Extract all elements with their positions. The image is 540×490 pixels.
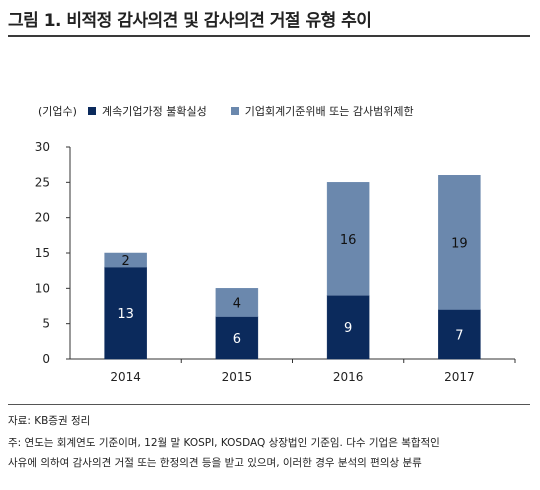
legend-swatch-series-2 xyxy=(230,107,239,115)
bar-segment xyxy=(326,295,370,360)
x-tick-label: 2017 xyxy=(444,370,475,384)
bar-data-label: 13 xyxy=(117,307,134,322)
stacked-bar-chart: 0 5 10 15 20 25 30 13 2 2014 6 4 2015 9 16 2016 7 19 2017 xyxy=(35,140,516,384)
bar-segment xyxy=(104,252,147,268)
x-tick-label: 2015 xyxy=(222,370,253,384)
bar-segment xyxy=(215,288,259,317)
bar-segment xyxy=(438,175,481,310)
footnote-line-1: 주: 연도는 회계연도 기준이며, 12월 말 KOSPI, KOSDAQ 상장… xyxy=(8,437,440,449)
footnote: 주: 연도는 회계연도 기준이며, 12월 말 KOSPI, KOSDAQ 상장… xyxy=(8,433,532,473)
y-axis-unit-label: (기업수) xyxy=(38,105,77,118)
figure-title: 그림 1. 비적정 감사의견 및 감사의견 거절 유형 추이 xyxy=(8,11,372,31)
y-tick-label: 25 xyxy=(35,175,50,189)
footnote-line-2: 사유에 의하여 감사의견 거절 또는 한정의견 등을 받고 있으며, 이러한 경… xyxy=(8,457,422,469)
legend-label-series-1: 계속기업가정 불확실성 xyxy=(102,105,207,118)
chart-legend: 계속기업가정 불확실성 기업회계기준위배 또는 감사범위제한 xyxy=(88,103,414,119)
x-tick-label: 2014 xyxy=(110,370,141,384)
bar-data-label: 2 xyxy=(121,254,129,269)
legend-label-series-2: 기업회계기준위배 또는 감사범위제한 xyxy=(244,105,414,118)
title-divider xyxy=(8,35,530,37)
bar-data-label: 6 xyxy=(233,332,241,347)
y-tick-label: 15 xyxy=(35,246,50,260)
bar-segment xyxy=(438,309,481,360)
y-tick-label: 0 xyxy=(42,352,50,366)
bar-data-label: 16 xyxy=(340,233,357,248)
y-tick-label: 20 xyxy=(35,211,50,225)
y-tick-label: 5 xyxy=(42,317,50,331)
x-tick-label: 2016 xyxy=(333,370,364,384)
bar-data-label: 7 xyxy=(455,328,463,343)
bar-data-label: 19 xyxy=(451,236,468,251)
bar-segment xyxy=(326,182,370,296)
legend-swatch-series-1 xyxy=(88,107,96,115)
y-tick-label: 10 xyxy=(35,281,50,295)
bar-data-label: 4 xyxy=(233,296,241,311)
legend-item-series-2: 기업회계기준위배 또는 감사범위제한 xyxy=(230,103,414,119)
y-tick-label: 30 xyxy=(35,140,50,154)
bar-segment xyxy=(104,266,147,360)
bar-data-label: 9 xyxy=(344,321,352,336)
footer-divider xyxy=(8,404,530,405)
legend-item-series-1: 계속기업가정 불확실성 xyxy=(88,103,207,119)
source-note: 자료: KB증권 정리 xyxy=(8,415,91,427)
